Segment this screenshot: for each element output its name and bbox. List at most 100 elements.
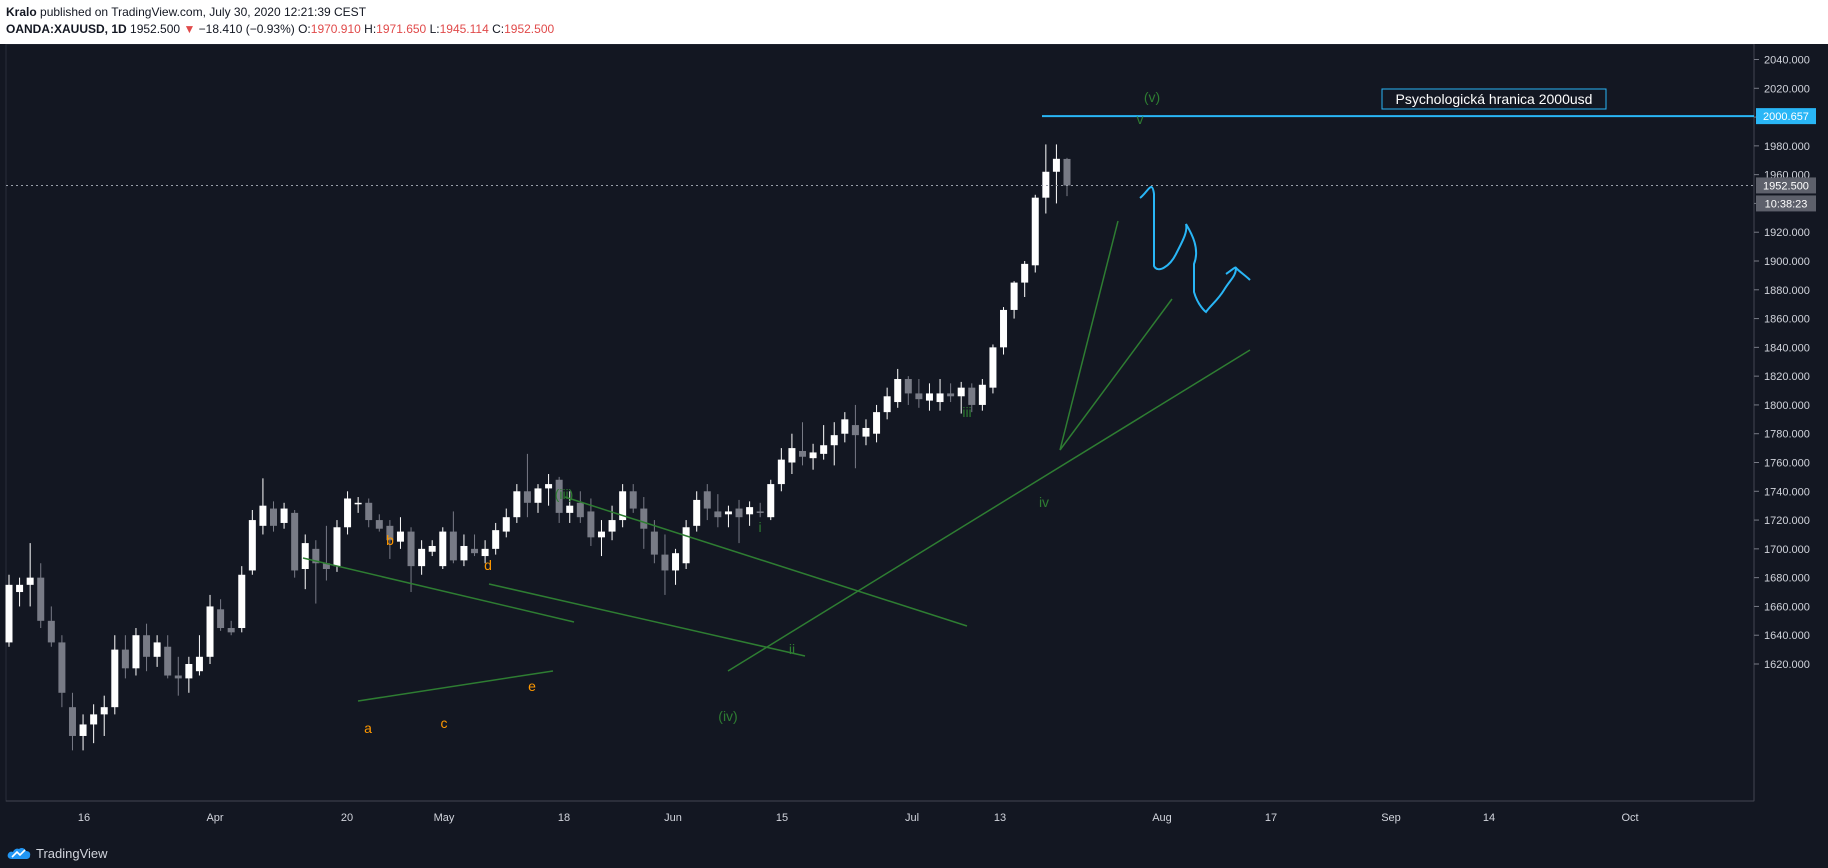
candle[interactable] <box>767 479 775 521</box>
candle[interactable] <box>259 478 267 535</box>
candle[interactable] <box>5 574 13 647</box>
candle[interactable] <box>873 404 881 443</box>
candle[interactable] <box>989 344 997 394</box>
candle[interactable] <box>904 376 912 405</box>
chart-canvas[interactable]: 1620.000 1640.000 1660.000 1680.000 1700.000… <box>0 43 1828 837</box>
trendlines[interactable] <box>302 220 1251 702</box>
candle[interactable] <box>1063 157 1071 197</box>
candle[interactable] <box>576 491 584 523</box>
candle[interactable] <box>513 484 521 523</box>
candle[interactable] <box>1021 261 1029 297</box>
candle[interactable] <box>915 379 923 408</box>
candle[interactable] <box>756 502 764 518</box>
candle[interactable] <box>206 594 214 664</box>
candle[interactable] <box>439 527 447 570</box>
candle[interactable] <box>746 501 754 526</box>
candle[interactable] <box>820 425 828 460</box>
candle[interactable] <box>322 525 330 581</box>
candle[interactable] <box>735 499 743 544</box>
candle[interactable] <box>195 635 203 676</box>
candle[interactable] <box>534 484 542 513</box>
candle[interactable] <box>153 635 161 667</box>
candle[interactable] <box>185 656 193 693</box>
candle[interactable] <box>714 494 722 528</box>
candle[interactable] <box>227 620 235 636</box>
candle[interactable] <box>629 484 637 513</box>
candle[interactable] <box>1000 307 1008 355</box>
candle[interactable] <box>121 635 129 679</box>
candle[interactable] <box>16 577 24 607</box>
price-axis[interactable]: 1620.000 1640.000 1660.000 1680.000 1700.000… <box>1754 55 1810 672</box>
chart-area[interactable]: 1620.000 1640.000 1660.000 1680.000 1700.000… <box>0 43 1828 868</box>
candle[interactable] <box>502 508 510 538</box>
candle[interactable] <box>894 368 902 408</box>
candle[interactable] <box>703 484 711 521</box>
candle[interactable] <box>1010 281 1018 319</box>
candle[interactable] <box>1031 194 1039 273</box>
candle[interactable] <box>492 522 500 555</box>
candle[interactable] <box>217 599 225 631</box>
author-name[interactable]: Kralo <box>6 5 37 19</box>
candle[interactable] <box>523 453 531 518</box>
candles-series[interactable] <box>5 144 1071 751</box>
uptrend-line-long[interactable] <box>727 349 1251 672</box>
candle[interactable] <box>1052 144 1060 204</box>
candle[interactable] <box>79 714 87 751</box>
candle[interactable] <box>354 497 362 513</box>
candle[interactable] <box>693 491 701 532</box>
time-axis[interactable]: 16 Apr 20 May 18 Jun 15 Jul 13 Aug 17 Sep 14 Oct <box>78 812 1639 824</box>
candle[interactable] <box>936 379 944 411</box>
candle[interactable] <box>291 509 299 578</box>
candle[interactable] <box>428 540 436 557</box>
candle[interactable] <box>449 511 457 564</box>
candle[interactable] <box>862 419 870 446</box>
triangle-lower-line[interactable] <box>357 670 554 702</box>
candle[interactable] <box>957 381 965 414</box>
candle[interactable] <box>555 476 563 523</box>
candle[interactable] <box>460 534 468 567</box>
candle[interactable] <box>68 692 76 751</box>
candle[interactable] <box>47 606 55 647</box>
candle[interactable] <box>545 474 553 506</box>
candle[interactable] <box>597 520 605 557</box>
candle[interactable] <box>809 443 817 470</box>
candle[interactable] <box>1042 144 1050 214</box>
candle[interactable] <box>386 520 394 559</box>
candle[interactable] <box>280 502 288 529</box>
wave-iii-iv-channel-line[interactable] <box>488 583 806 657</box>
candle[interactable] <box>947 383 955 403</box>
candle[interactable] <box>481 540 489 564</box>
candle[interactable] <box>143 623 151 672</box>
candle[interactable] <box>174 656 182 696</box>
candle[interactable] <box>312 540 320 604</box>
candle[interactable] <box>407 527 415 593</box>
annotation-box[interactable]: Psychologická hranica 2000usd <box>1381 88 1607 110</box>
candle[interactable] <box>365 498 373 528</box>
candle[interactable] <box>925 383 933 411</box>
candle[interactable] <box>396 517 404 549</box>
candle[interactable] <box>344 491 352 535</box>
candle[interactable] <box>587 498 595 546</box>
symbol-label[interactable]: OANDA:XAUUSD, 1D <box>6 22 127 36</box>
candle[interactable] <box>301 534 309 590</box>
candle[interactable] <box>650 520 658 564</box>
candle[interactable] <box>851 404 859 469</box>
candle[interactable] <box>672 548 680 585</box>
forecast-path[interactable] <box>1139 186 1251 314</box>
candle[interactable] <box>682 520 690 570</box>
candle[interactable] <box>111 635 119 715</box>
tradingview-logo[interactable]: TradingView <box>6 845 108 861</box>
wave-iv-breakout-line[interactable] <box>564 496 968 627</box>
candle[interactable] <box>978 379 986 411</box>
candle[interactable] <box>788 433 796 475</box>
uptrend-line-steep[interactable] <box>1059 220 1119 451</box>
candle[interactable] <box>26 543 34 607</box>
candle[interactable] <box>619 484 627 528</box>
candle[interactable] <box>270 501 277 532</box>
candle[interactable] <box>777 448 785 492</box>
candle[interactable] <box>968 383 976 413</box>
candle[interactable] <box>799 422 806 466</box>
candle[interactable] <box>333 520 341 572</box>
candle[interactable] <box>566 491 574 523</box>
candle[interactable] <box>661 534 669 595</box>
